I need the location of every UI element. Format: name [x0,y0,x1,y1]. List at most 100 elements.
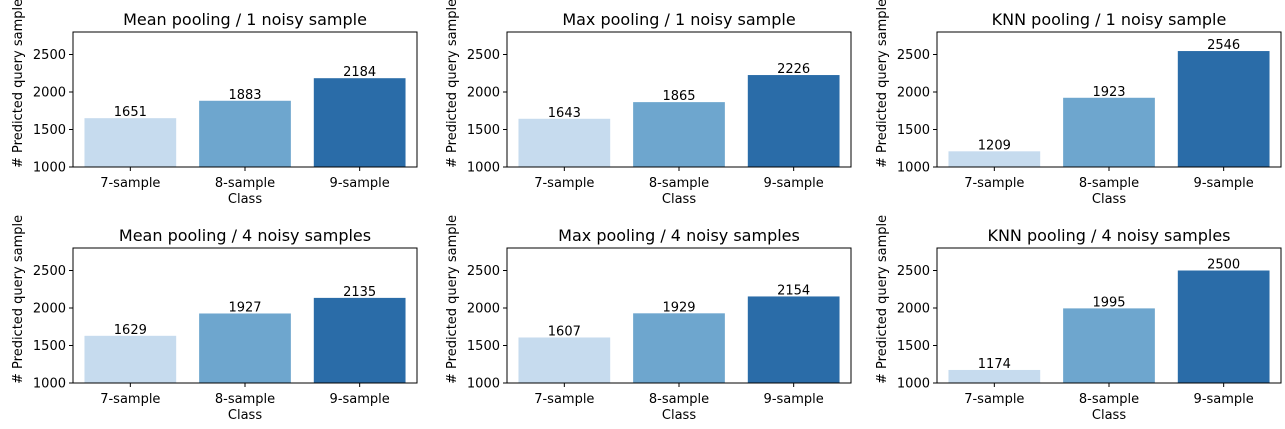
data-label: 1174 [978,357,1011,372]
x-tick-label: 7-sample [964,392,1024,407]
y-axis-label: # Predicted query sample [875,0,890,168]
data-label: 1865 [662,89,695,104]
x-tick-label: 9-sample [764,176,824,191]
subplot-3: 1209 1923 2546 1000 1500 2000 2500 7-sample 8-sa… [875,0,1282,207]
bar-8-sample [199,100,291,167]
y-tick-label: 1000 [467,377,500,392]
bar-7-sample [518,337,611,383]
y-tick-label: 2000 [33,302,66,317]
y-tick-label: 2000 [467,302,500,317]
x-tick-label: 8-sample [215,392,275,407]
data-label: 2500 [1207,258,1240,273]
subplot-title: KNN pooling / 1 noisy sample [992,10,1227,29]
y-tick-label: 1500 [467,123,500,138]
bar-7-sample [84,118,177,167]
subplot-1: 1651 1883 2184 1000 1500 2000 2500 7-sample 8-sa… [11,0,418,207]
y-tick-label: 1000 [33,161,66,176]
x-tick-label: 9-sample [764,392,824,407]
bar-8-sample [1063,308,1155,384]
x-tick-label: 9-sample [1194,392,1254,407]
y-tick-label: 2000 [897,302,930,317]
data-label: 2546 [1207,38,1240,53]
x-axis-label: Class [228,408,262,423]
bar-9-sample [313,297,406,384]
data-label: 1607 [548,324,581,339]
y-tick-label: 2500 [897,48,930,63]
bar-9-sample [313,78,406,167]
y-axis-label: # Predicted query sample [445,215,460,384]
bar-7-sample [948,151,1041,167]
data-label: 2154 [777,283,810,298]
bar-7-sample [948,369,1041,383]
data-label: 2135 [343,285,376,300]
data-label: 1883 [228,88,261,103]
y-tick-label: 1000 [467,161,500,176]
data-label: 1643 [548,106,581,121]
y-tick-label: 2500 [33,48,66,63]
y-tick-label: 2000 [897,86,930,101]
x-tick-label: 9-sample [330,392,390,407]
x-tick-label: 7-sample [964,176,1024,191]
subplot-title: Max pooling / 4 noisy samples [558,226,800,245]
x-tick-label: 7-sample [534,176,594,191]
y-tick-label: 2500 [897,264,930,279]
x-axis-label: Class [228,192,262,207]
data-label: 1929 [662,300,695,315]
y-tick-label: 1000 [33,377,66,392]
x-tick-label: 8-sample [215,176,275,191]
x-tick-label: 8-sample [649,392,709,407]
data-label: 1209 [978,138,1011,153]
data-label: 1651 [114,105,147,120]
y-tick-label: 2000 [467,86,500,101]
y-axis-label: # Predicted query sample [11,0,26,168]
bar-8-sample [633,102,725,168]
y-tick-label: 2000 [33,86,66,101]
x-axis-label: Class [662,192,696,207]
x-axis-label: Class [662,408,696,423]
x-tick-label: 8-sample [649,176,709,191]
y-tick-label: 2500 [467,264,500,279]
subplot-title: Mean pooling / 4 noisy samples [119,226,371,245]
y-tick-label: 1500 [33,339,66,354]
subplot-6: 1174 1995 2500 1000 1500 2000 2500 7-sample 8-sa… [875,215,1282,423]
bar-8-sample [199,313,291,383]
x-tick-label: 7-sample [534,392,594,407]
y-tick-label: 1500 [897,123,930,138]
subplot-4: 1629 1927 2135 1000 1500 2000 2500 7-sample 8-sa… [11,215,418,423]
x-tick-label: 7-sample [100,392,160,407]
y-tick-label: 1500 [467,339,500,354]
data-label: 1923 [1092,85,1125,100]
x-tick-label: 8-sample [1079,392,1139,407]
subplot-title: KNN pooling / 4 noisy samples [987,226,1230,245]
data-label: 1995 [1092,295,1125,310]
y-tick-label: 2500 [33,264,66,279]
y-tick-label: 1500 [897,339,930,354]
subplot-5: 1607 1929 2154 1000 1500 2000 2500 7-sample 8-sa… [445,215,852,423]
y-axis-label: # Predicted query sample [875,215,890,384]
y-tick-label: 1500 [33,123,66,138]
y-tick-label: 1000 [897,161,930,176]
subplot-title: Max pooling / 1 noisy sample [562,10,795,29]
bar-8-sample [1063,97,1155,167]
bar-7-sample [84,335,177,383]
x-axis-label: Class [1092,408,1126,423]
y-axis-label: # Predicted query sample [445,0,460,168]
bar-8-sample [633,313,725,383]
x-axis-label: Class [1092,192,1126,207]
bar-9-sample [1177,270,1270,383]
data-label: 1629 [114,323,147,338]
y-axis-label: # Predicted query sample [11,215,26,384]
x-tick-label: 7-sample [100,176,160,191]
subplot-2: 1643 1865 2226 1000 1500 2000 2500 7-sample 8-sa… [445,0,852,207]
x-tick-label: 9-sample [330,176,390,191]
subplot-title: Mean pooling / 1 noisy sample [123,10,367,29]
data-label: 2226 [777,62,810,77]
x-tick-label: 9-sample [1194,176,1254,191]
y-tick-label: 1000 [897,377,930,392]
data-label: 1927 [228,300,261,315]
bar-7-sample [518,118,611,167]
data-label: 2184 [343,65,376,80]
y-tick-label: 2500 [467,48,500,63]
x-tick-label: 8-sample [1079,176,1139,191]
